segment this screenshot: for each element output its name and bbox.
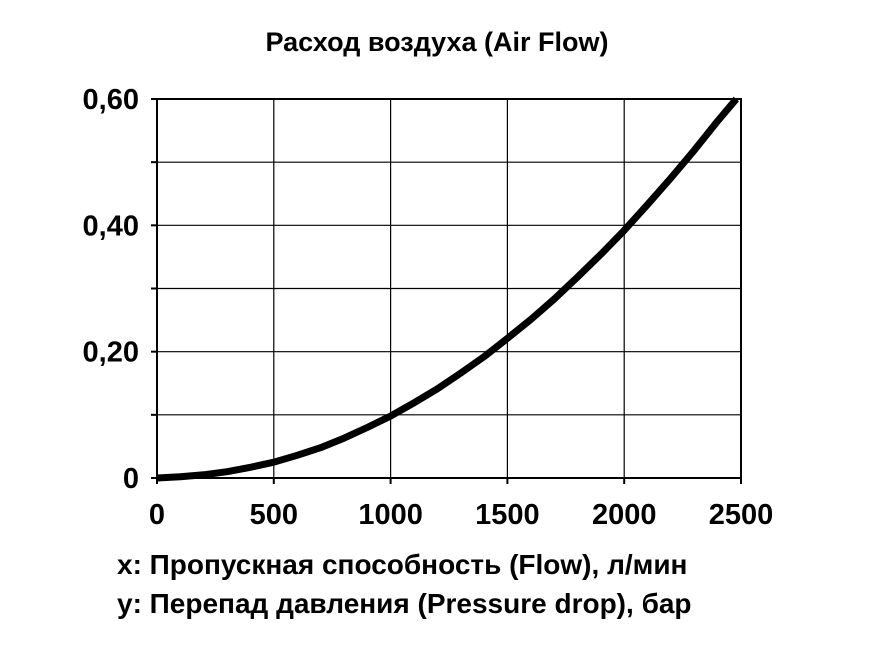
- y-tick-label: 0: [123, 463, 139, 495]
- axis-ticks: [151, 98, 742, 484]
- x-tick-label: 0: [149, 499, 165, 531]
- y-tick-label: 0,20: [83, 337, 139, 369]
- x-tick-label: 2000: [592, 499, 657, 531]
- x-axis-caption: x: Пропускная способность (Flow), л/мин: [117, 549, 688, 580]
- y-tick-labels: 0 0,20 0,40 0,60: [83, 84, 139, 495]
- series-line: [156, 96, 739, 482]
- x-tick-labels: 0 500 1000 1500 2000 2500: [149, 499, 773, 531]
- y-tick-label: 0,60: [83, 84, 139, 116]
- x-tick-label: 1000: [358, 499, 423, 531]
- x-tick-label: 500: [250, 499, 298, 531]
- chart-title: Расход воздуха (Air Flow): [265, 27, 609, 57]
- y-tick-label: 0,40: [83, 210, 139, 242]
- x-tick-label: 1500: [475, 499, 540, 531]
- plot-frame: [156, 98, 742, 479]
- series-layer: [156, 96, 739, 482]
- x-tick-label: 2500: [709, 499, 774, 531]
- y-axis-caption: y: Перепад давления (Pressure drop), бар: [117, 588, 692, 619]
- grid-lines: [157, 98, 742, 478]
